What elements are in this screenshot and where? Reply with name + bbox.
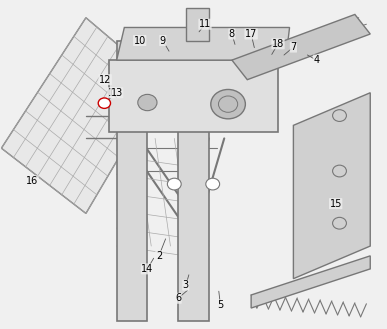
Text: 15: 15 [329, 199, 342, 209]
Circle shape [98, 98, 111, 108]
Polygon shape [109, 60, 278, 132]
Polygon shape [232, 14, 370, 80]
Polygon shape [251, 256, 370, 308]
Text: 1: 1 [108, 88, 114, 98]
Polygon shape [116, 28, 289, 60]
Text: 6: 6 [175, 293, 181, 303]
Circle shape [138, 94, 157, 111]
Polygon shape [186, 8, 209, 40]
Text: 2: 2 [156, 251, 162, 261]
Text: 3: 3 [183, 280, 189, 290]
Text: 10: 10 [134, 36, 146, 45]
Text: 5: 5 [217, 300, 224, 310]
Polygon shape [293, 93, 370, 279]
Text: 4: 4 [313, 55, 320, 65]
Polygon shape [178, 40, 209, 321]
Text: 9: 9 [160, 36, 166, 45]
Text: 8: 8 [229, 29, 235, 39]
Text: 16: 16 [26, 176, 38, 186]
Text: 12: 12 [99, 75, 111, 85]
Circle shape [211, 89, 245, 119]
Circle shape [206, 178, 220, 190]
Text: 13: 13 [111, 88, 123, 98]
Text: 18: 18 [272, 39, 284, 49]
Text: 11: 11 [199, 19, 211, 29]
Text: 7: 7 [290, 42, 296, 52]
Text: 17: 17 [245, 29, 257, 39]
Circle shape [167, 178, 181, 190]
Polygon shape [2, 18, 163, 214]
Text: 14: 14 [141, 264, 154, 274]
Polygon shape [116, 40, 147, 321]
